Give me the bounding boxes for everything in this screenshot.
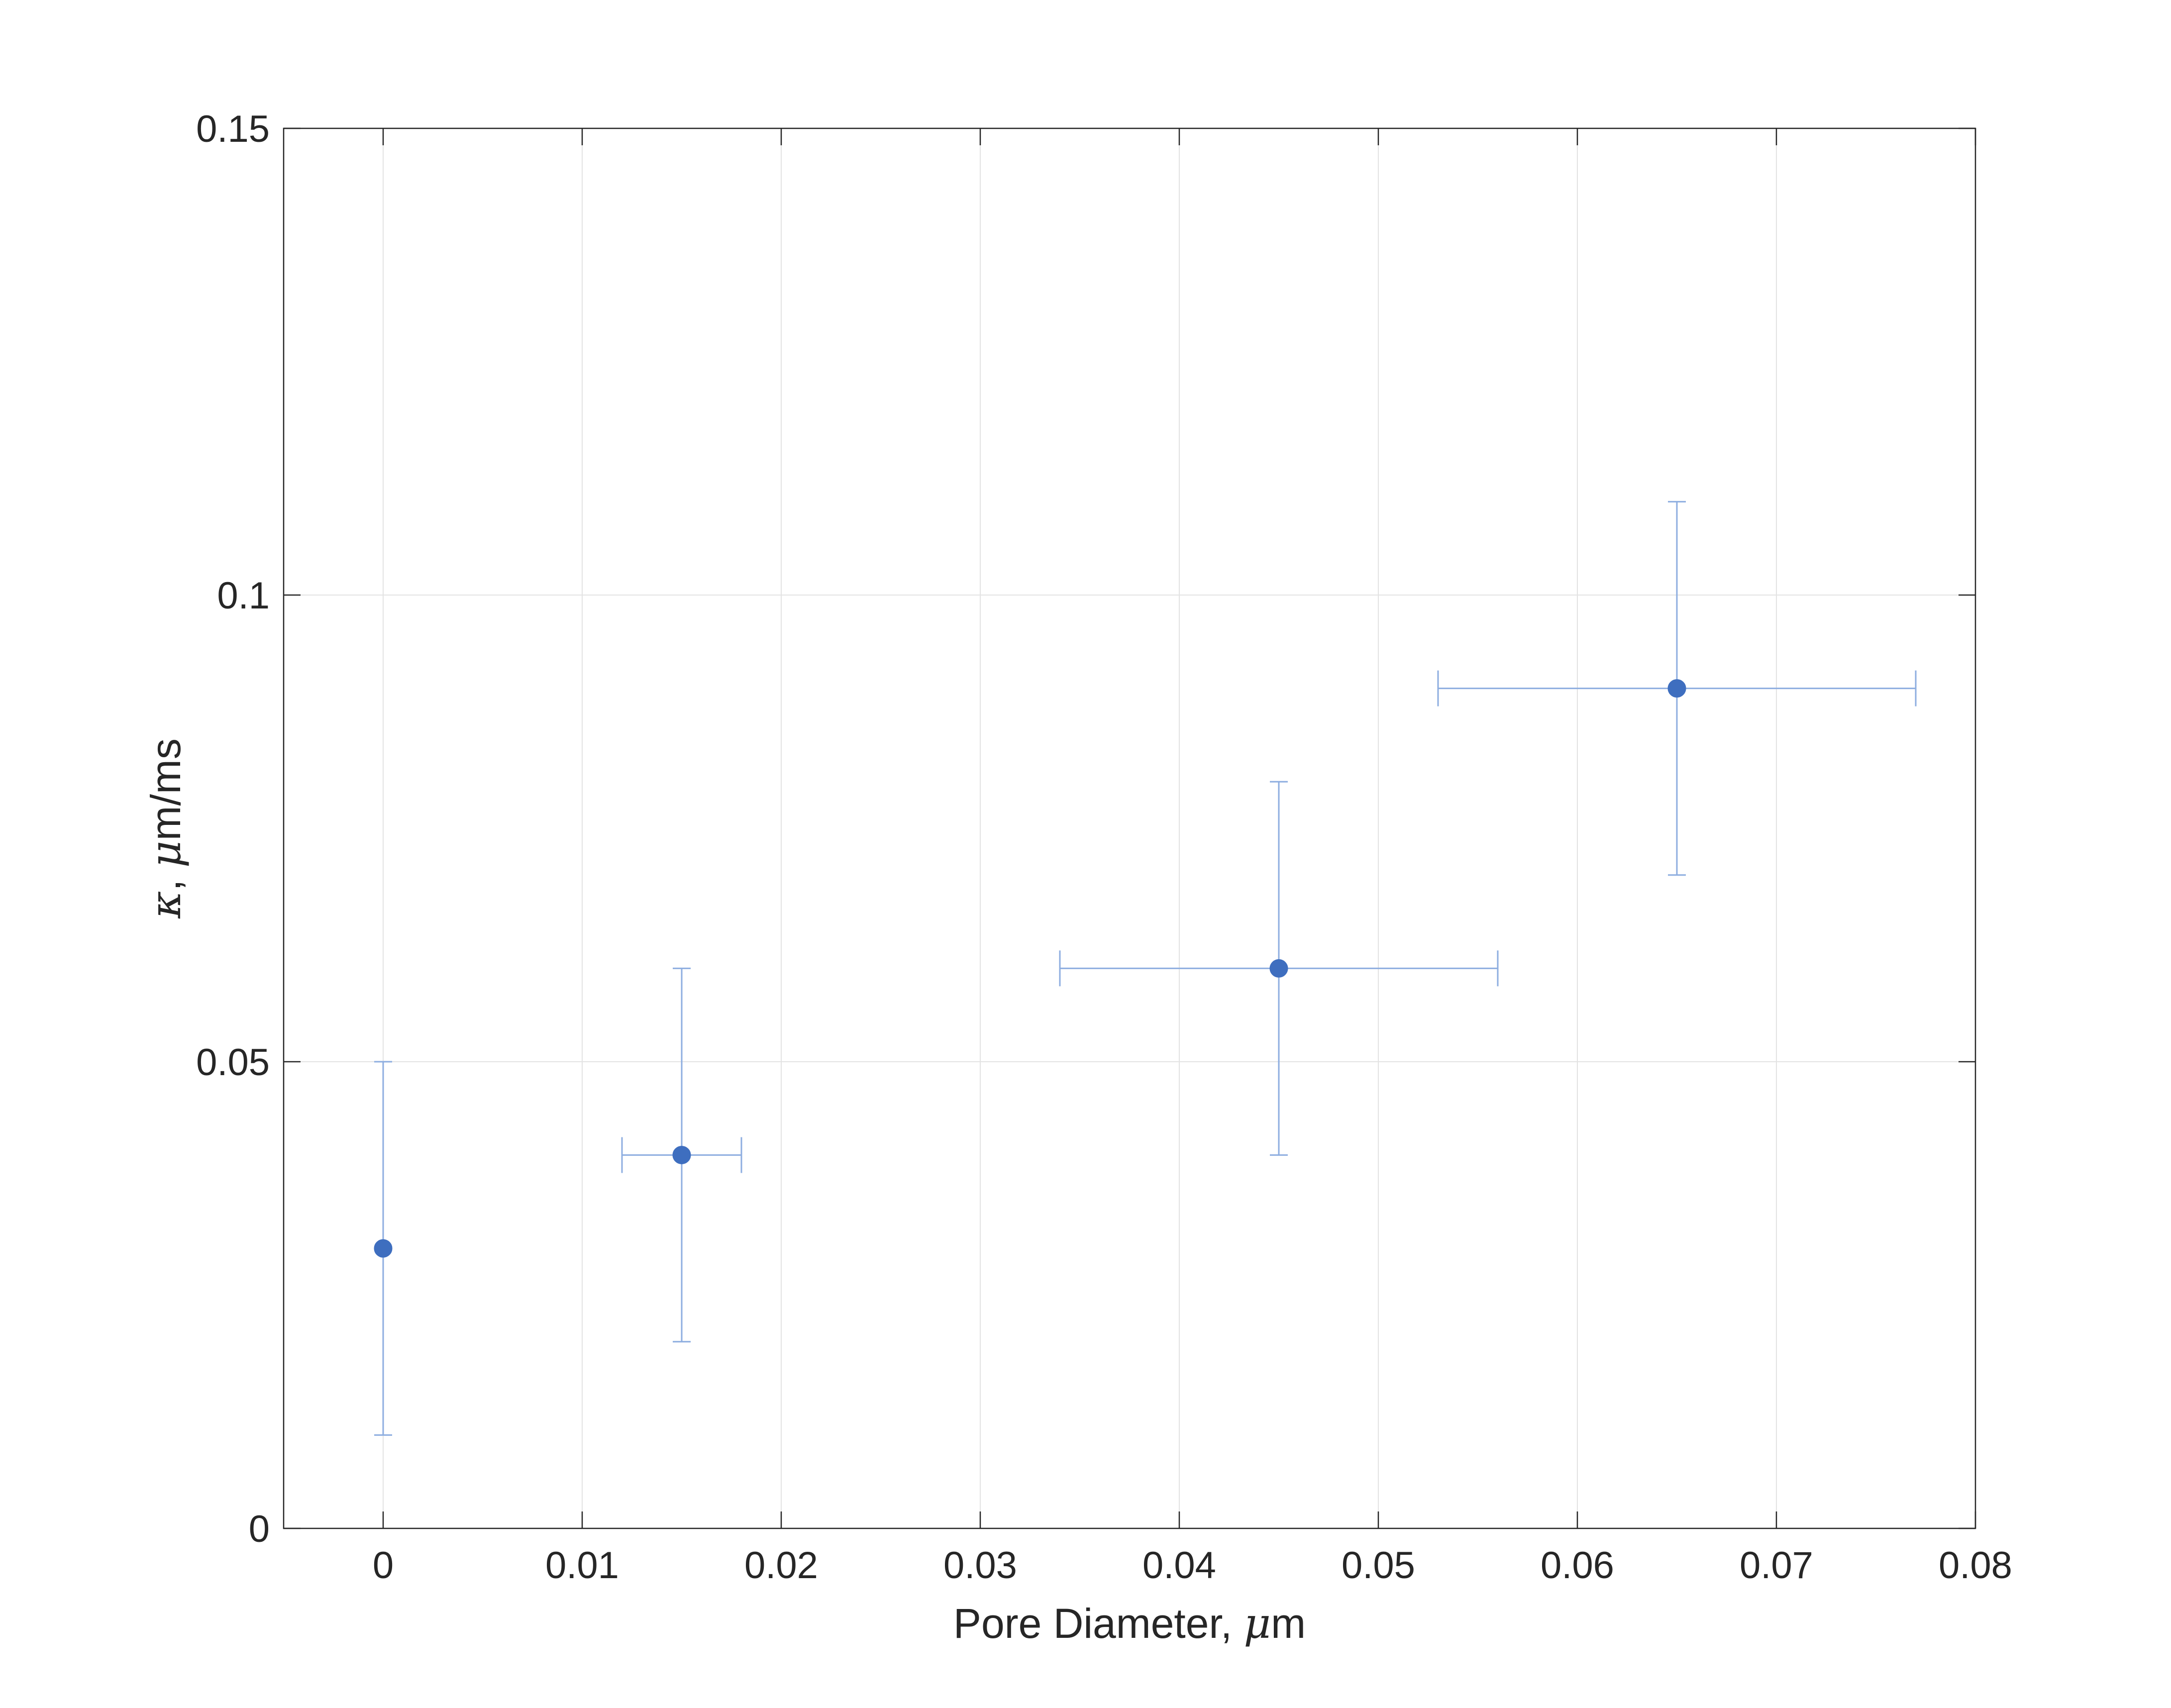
x-tick-label: 0.06 xyxy=(1541,1544,1614,1587)
x-tick-label: 0.02 xyxy=(744,1544,818,1587)
axes-box xyxy=(283,127,1976,1529)
data-point-group xyxy=(374,1061,393,1436)
data-point-group xyxy=(1437,501,1917,876)
y-axis-label: κ, μm/ms xyxy=(141,738,190,919)
data-point xyxy=(1667,679,1686,698)
data-point-group xyxy=(621,967,742,1343)
x-tick-label: 0.05 xyxy=(1342,1544,1415,1587)
data-point-group xyxy=(1059,781,1499,1156)
x-axis-label: Pore Diameter, μm xyxy=(953,1599,1306,1648)
y-tick-label: 0.1 xyxy=(217,575,270,617)
data-point xyxy=(374,1239,393,1258)
x-tick-label: 0.08 xyxy=(1939,1544,2012,1587)
x-tick-label: 0.04 xyxy=(1142,1544,1216,1587)
data-series xyxy=(374,501,1917,1436)
x-tick-label: 0 xyxy=(373,1544,394,1587)
x-tick-label: 0.01 xyxy=(545,1544,619,1587)
x-tick-label: 0.03 xyxy=(943,1544,1017,1587)
data-point xyxy=(1269,959,1288,978)
data-point xyxy=(672,1146,691,1165)
y-tick-label: 0 xyxy=(249,1508,270,1550)
plot-background xyxy=(284,128,1975,1528)
axis-ticks xyxy=(284,127,1976,1529)
y-tick-label: 0.05 xyxy=(196,1041,270,1084)
x-tick-label: 0.07 xyxy=(1740,1544,1813,1587)
tick-labels: 0 0.01 0.02 0.03 0.04 0.05 0.06 0.07 0.08 0 0.05 0.… xyxy=(196,108,2012,1587)
y-tick-label: 0.15 xyxy=(196,108,270,150)
